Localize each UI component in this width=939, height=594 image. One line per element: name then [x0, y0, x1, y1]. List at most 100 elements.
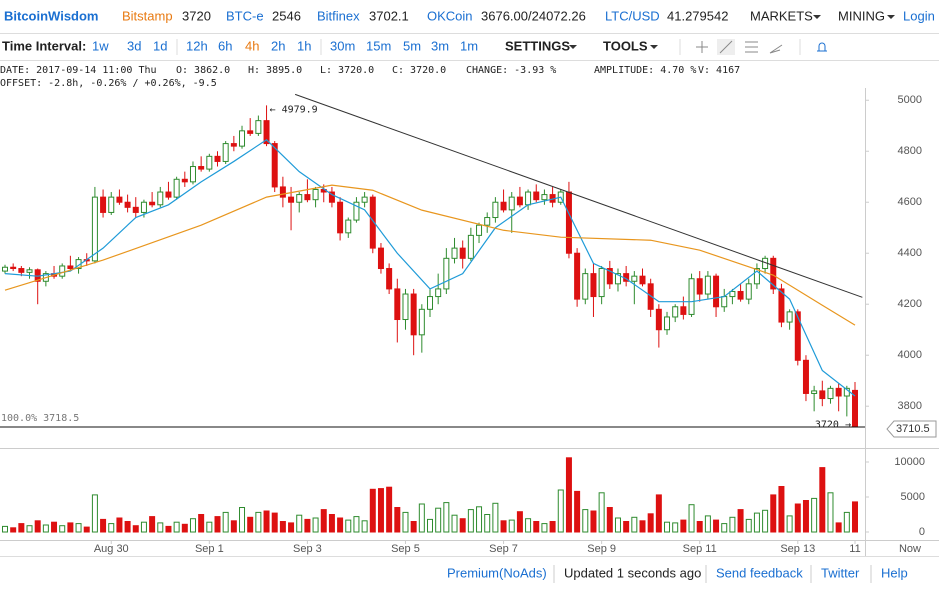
info-field: DATE: 2017-09-14 11:00 Thu — [0, 65, 157, 76]
volume-bar — [353, 516, 360, 533]
candle-body — [459, 247, 466, 259]
footer-link: Updated 1 seconds ago — [564, 565, 701, 580]
volume-bar — [680, 519, 687, 533]
candle-body — [500, 201, 507, 211]
info-field: L: 3720.0 — [320, 65, 374, 76]
volume-bar — [108, 523, 115, 533]
candle-body — [214, 155, 221, 162]
x-tick-label: Aug 30 — [94, 543, 129, 555]
candle-body — [345, 219, 352, 234]
candle-body — [541, 194, 548, 201]
volume-bar — [2, 525, 8, 533]
candle-body — [802, 359, 809, 394]
footer-link[interactable]: Help — [881, 565, 908, 580]
volume-bar — [247, 516, 254, 533]
candle-body — [247, 130, 254, 134]
y-tick-label: 3800 — [898, 400, 922, 412]
login[interactable]: Login — [903, 8, 935, 23]
candle-body — [222, 143, 229, 162]
market-name[interactable]: Bitfinex — [317, 8, 360, 23]
market-name[interactable]: BTC-e — [226, 8, 264, 23]
candle-body — [377, 247, 384, 270]
volume-bar — [492, 502, 499, 533]
last-label: 3720 → — [815, 420, 851, 431]
volume-bar — [304, 518, 311, 533]
candle-body — [108, 196, 115, 213]
candle-body — [631, 275, 638, 282]
volume-bar — [410, 521, 417, 533]
volume-bar — [753, 512, 760, 533]
x-tick-label: Sep 5 — [391, 543, 420, 555]
volume-bar — [189, 518, 196, 533]
footer-link[interactable]: Twitter — [821, 565, 860, 580]
interval[interactable]: 12h — [186, 38, 208, 53]
interval[interactable]: 15m — [366, 38, 391, 53]
volume-bar — [614, 517, 621, 533]
volume-bar — [606, 507, 613, 533]
candle-body — [100, 196, 107, 213]
candle-body — [688, 278, 695, 315]
market-name[interactable]: Bitstamp — [122, 8, 173, 23]
info-field: V: 4167 — [698, 65, 740, 76]
candle-body — [279, 186, 286, 198]
volume-bar — [549, 521, 556, 533]
candle-body — [476, 224, 483, 236]
menu[interactable]: MARKETS — [750, 8, 813, 23]
menu[interactable]: TOOLS — [603, 38, 648, 53]
volume-bar — [402, 511, 409, 533]
volume-bar — [377, 488, 384, 533]
interval[interactable]: 1w — [92, 38, 109, 53]
volume-bar — [91, 494, 98, 533]
x-tick-label: Sep 3 — [293, 543, 322, 555]
moving-average — [4, 184, 856, 326]
price-tag-box — [886, 420, 937, 438]
candle-body — [427, 296, 433, 310]
interval[interactable]: 1m — [460, 38, 478, 53]
volume-bar — [67, 522, 74, 533]
interval[interactable]: 6h — [218, 38, 232, 53]
candle-body — [664, 316, 671, 331]
interval[interactable]: 4h — [245, 38, 259, 53]
candle-body — [59, 265, 66, 277]
candle-body — [721, 296, 728, 308]
candle-body — [255, 120, 262, 134]
info-field: AMPLITUDE: 4.70 % — [594, 65, 696, 76]
footer-link[interactable]: Premium(NoAds) — [447, 565, 547, 580]
interval[interactable]: 3d — [127, 38, 141, 53]
volume-bar — [181, 523, 188, 533]
volume-bar — [843, 511, 850, 533]
candle-body — [10, 266, 17, 270]
interval[interactable]: 2h — [271, 38, 285, 53]
interval[interactable]: 30m — [330, 38, 355, 53]
tool-icons[interactable] — [679, 39, 827, 55]
volume-bar — [459, 518, 466, 533]
menu[interactable]: MINING — [838, 8, 885, 23]
interval[interactable]: 5m — [403, 38, 421, 53]
volume-bar — [802, 500, 809, 533]
interval[interactable]: 1d — [153, 38, 167, 53]
volume-bar — [639, 520, 646, 533]
volume-bar — [786, 515, 793, 533]
candle-body — [770, 257, 777, 290]
candle-body — [165, 191, 172, 198]
candle-body — [394, 288, 401, 321]
market-name[interactable]: OKCoin — [427, 8, 473, 23]
market-name[interactable]: LTC/USD — [605, 8, 660, 23]
interval[interactable]: 3m — [431, 38, 449, 53]
footer-link[interactable]: Send feedback — [716, 565, 803, 580]
menu[interactable]: SETTINGS — [505, 38, 570, 53]
volume-bar — [852, 501, 858, 533]
candle-body — [606, 268, 613, 285]
candle-body — [778, 288, 785, 323]
interval[interactable]: 1h — [297, 38, 311, 53]
candle-body — [67, 265, 74, 270]
brand[interactable]: BitcoinWisdom — [4, 8, 99, 23]
candle-body — [819, 390, 826, 400]
candle-body — [312, 188, 319, 201]
market-price: 3720 — [182, 8, 211, 23]
volume-bar — [132, 525, 139, 533]
candle-body — [729, 290, 736, 298]
volume-bar — [582, 509, 589, 533]
candle-body — [189, 166, 196, 183]
